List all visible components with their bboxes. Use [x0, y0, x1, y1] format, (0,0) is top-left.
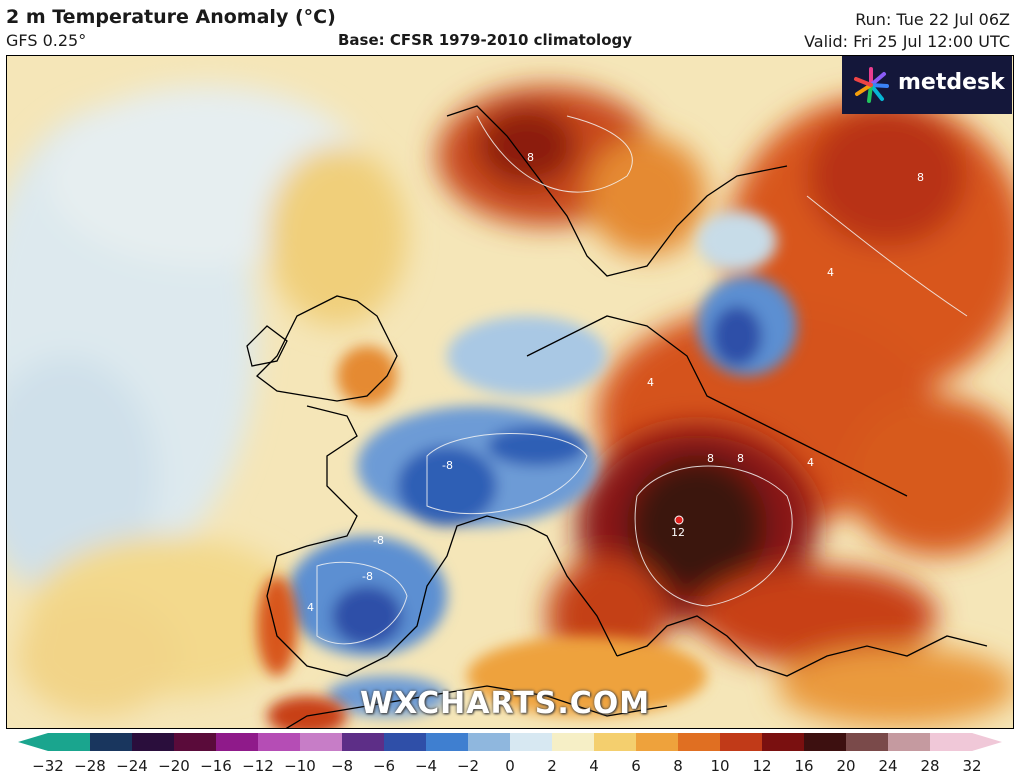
- contour-label: 4: [647, 376, 654, 389]
- colorbar-tick-label: 0: [505, 757, 515, 775]
- colorbar-segment: [720, 733, 763, 751]
- colorbar-tick-label: 28: [920, 757, 940, 775]
- colorbar-tick-label: 4: [589, 757, 599, 775]
- metdesk-logo-icon: [854, 67, 889, 103]
- colorbar-segment: [468, 733, 511, 751]
- map-canvas: 8 8 4 4 -8 -8 -8 8 8 12 4 4: [7, 56, 1013, 728]
- colorbar-tick-label: 2: [547, 757, 557, 775]
- colorbar-max-extend: [972, 733, 1002, 751]
- colorbar-segment: [762, 733, 805, 751]
- contour-label: 8: [917, 171, 924, 184]
- location-marker: [674, 515, 684, 525]
- colorbar-segment: [342, 733, 385, 751]
- contour-label: 4: [827, 266, 834, 279]
- colorbar-tick-label: −16: [200, 757, 232, 775]
- colorbar-segment: [594, 733, 637, 751]
- colorbar: [18, 733, 1002, 751]
- colorbar-segment: [804, 733, 847, 751]
- contour-label: 8: [527, 151, 534, 164]
- colorbar-tick-label: −2: [456, 757, 480, 775]
- colorbar-segment: [930, 733, 973, 751]
- colorbar-tick-label: 24: [878, 757, 898, 775]
- colorbar-segment: [384, 733, 427, 751]
- anomaly-map[interactable]: 8 8 4 4 -8 -8 -8 8 8 12 4 4: [6, 55, 1014, 729]
- valid-label: Valid: Fri 25 Jul 12:00 UTC: [804, 32, 1010, 51]
- colorbar-tick-label: 20: [836, 757, 856, 775]
- contour-label: -8: [442, 459, 453, 472]
- wxcharts-watermark: WXCHARTS.COM: [360, 686, 651, 721]
- contour-label-group: 8 8 4 4 -8 -8 -8 8 8 12 4 4: [307, 151, 924, 614]
- colorbar-segment: [300, 733, 343, 751]
- colorbar-segment: [678, 733, 721, 751]
- chart-title: 2 m Temperature Anomaly (°C): [6, 6, 336, 28]
- atlantic-anomaly-field: [7, 86, 407, 716]
- contour-label: 8: [737, 452, 744, 465]
- colorbar-segment: [132, 733, 175, 751]
- colorbar-segment: [552, 733, 595, 751]
- base-label: Base: CFSR 1979-2010 climatology: [338, 31, 633, 49]
- metdesk-logo: metdesk: [842, 56, 1012, 114]
- colorbar-segment: [510, 733, 553, 751]
- contour-label: 4: [307, 601, 314, 614]
- colorbar-segment: [174, 733, 217, 751]
- colorbar-min-extend: [18, 733, 48, 751]
- model-label: GFS 0.25°: [6, 31, 87, 50]
- colorbar-segment: [48, 733, 91, 751]
- run-label: Run: Tue 22 Jul 06Z: [855, 10, 1010, 29]
- colorbar-segment: [636, 733, 679, 751]
- contour-lines: [316, 115, 968, 645]
- colorbar-segment: [846, 733, 889, 751]
- colorbar-tick-label: 10: [710, 757, 730, 775]
- metdesk-logo-text: metdesk: [898, 70, 1005, 95]
- colorbar-tick-label: 12: [752, 757, 772, 775]
- colorbar-tick-label: 6: [631, 757, 641, 775]
- colorbar-segment: [426, 733, 469, 751]
- colorbar-tick-label: 8: [673, 757, 683, 775]
- colorbar-tick-label: −12: [242, 757, 274, 775]
- colorbar-tick-label: −28: [74, 757, 106, 775]
- west-europe-cold-field: [287, 211, 797, 716]
- colorbar-tick-label: −6: [372, 757, 396, 775]
- contour-label: 4: [807, 456, 814, 469]
- colorbar-tick-label: 32: [962, 757, 982, 775]
- colorbar-tick-label: −24: [116, 757, 148, 775]
- colorbar-tick-label: −8: [330, 757, 354, 775]
- colorbar-tick-label: −32: [32, 757, 64, 775]
- colorbar-segment: [258, 733, 301, 751]
- west-warm-spots: [257, 346, 707, 728]
- coastlines: [246, 105, 988, 728]
- colorbar-segment: [888, 733, 931, 751]
- colorbar-tick-label: 16: [794, 757, 814, 775]
- colorbar-segment: [90, 733, 133, 751]
- colorbar-tick-label: −10: [284, 757, 316, 775]
- contour-label: 8: [707, 452, 714, 465]
- contour-label: -8: [362, 570, 373, 583]
- colorbar-segment: [216, 733, 259, 751]
- colorbar-tick-label: −4: [414, 757, 438, 775]
- balkan-hot-field: [547, 426, 1013, 726]
- contour-label: 12: [671, 526, 685, 539]
- contour-label: -8: [373, 534, 384, 547]
- colorbar-tick-label: −20: [158, 757, 190, 775]
